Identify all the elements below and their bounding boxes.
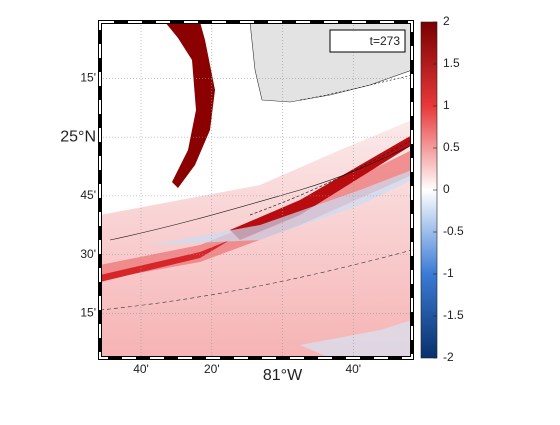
- y-tick-label: 15': [80, 71, 96, 85]
- x-tick-label: 20': [204, 362, 220, 376]
- y-tick-label: 15': [80, 306, 96, 320]
- colorbar-tick-label: -0.5: [443, 224, 464, 238]
- colorbar-tick-label: 0: [443, 182, 450, 196]
- colorbar-tick-label: -1: [443, 266, 454, 280]
- colorbar-tick-label: 2: [443, 14, 450, 28]
- grid: [100, 22, 412, 358]
- y-tick-label: 30': [80, 247, 96, 261]
- x-tick-label: 40': [133, 362, 149, 376]
- colorbar-tick-label: -1.5: [443, 308, 464, 322]
- map-field: [100, 22, 412, 358]
- time-box: [329, 29, 406, 53]
- colorbar-tick-label: -2: [443, 350, 454, 364]
- y-tick-label: 25°N: [60, 128, 96, 145]
- colorbar-tick-label: 1.5: [443, 56, 460, 70]
- y-tick-label: 45': [80, 188, 96, 202]
- colorbar-tick-label: 1: [443, 98, 450, 112]
- x-tick-label: 81°W: [263, 367, 303, 384]
- time-label: t=273: [370, 34, 401, 48]
- x-tick-label: 40': [345, 362, 361, 376]
- map-frame-dash: [99, 21, 413, 359]
- colorbar-tick-label: 0.5: [443, 140, 460, 154]
